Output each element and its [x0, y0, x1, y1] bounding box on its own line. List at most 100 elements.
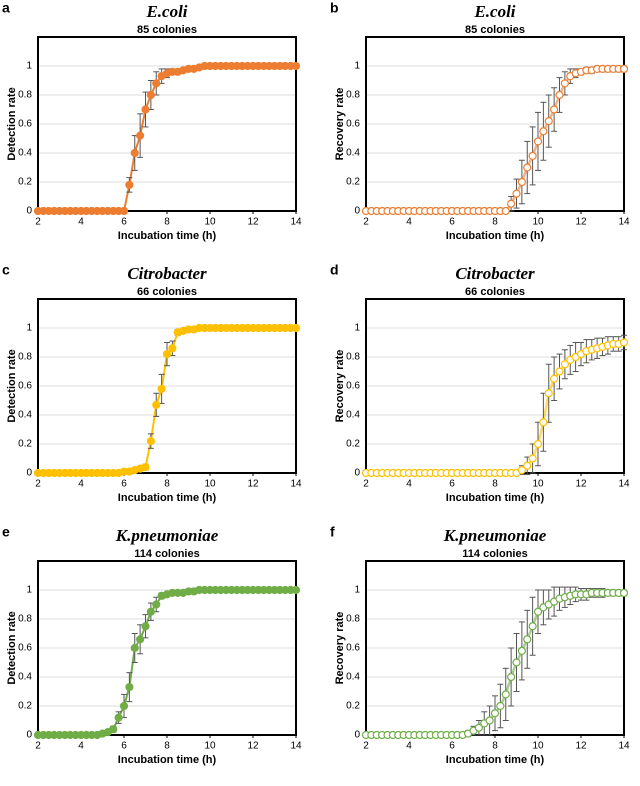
x-tick-label: 14: [618, 741, 630, 752]
marker: [291, 323, 301, 333]
y-axis-label: Detection rate: [6, 349, 18, 422]
x-tick-label: 8: [164, 741, 170, 752]
x-tick-label: 4: [78, 217, 84, 228]
x-tick-label: 6: [449, 741, 455, 752]
panel-label: d: [330, 262, 339, 278]
y-tick-label: 0.6: [18, 381, 32, 392]
y-tick-label: 0.8: [18, 90, 32, 101]
y-tick-label: 0.4: [346, 672, 360, 683]
y-tick-label: 0.8: [346, 90, 360, 101]
y-axis-label: Recovery rate: [334, 88, 346, 161]
panel-label: b: [330, 0, 339, 16]
marker: [157, 384, 166, 394]
x-tick-label: 12: [247, 217, 259, 228]
marker: [512, 658, 521, 667]
marker: [130, 643, 139, 653]
plot-frame: [37, 36, 297, 212]
y-axis-label: Recovery rate: [334, 350, 346, 423]
marker: [130, 148, 139, 158]
x-tick-label: 6: [449, 479, 455, 490]
marker: [114, 713, 123, 722]
marker: [533, 137, 543, 146]
marker: [501, 206, 510, 216]
x-tick-label: 4: [406, 741, 412, 752]
chart-subtitle: 66 colonies: [137, 286, 197, 298]
marker: [136, 635, 145, 644]
y-axis-label: Detection rate: [6, 611, 18, 684]
marker: [555, 90, 564, 100]
x-tick-label: 8: [492, 217, 498, 228]
x-tick-label: 10: [532, 217, 544, 228]
y-tick-label: 0: [26, 730, 32, 741]
marker: [141, 105, 150, 114]
marker: [136, 131, 145, 140]
marker: [550, 105, 559, 114]
panel-label: f: [330, 524, 335, 540]
x-tick-label: 14: [290, 479, 302, 490]
marker: [501, 690, 510, 699]
marker: [533, 607, 543, 616]
y-tick-label: 0.2: [346, 701, 360, 712]
y-tick-label: 0.4: [18, 672, 32, 683]
marker: [119, 206, 129, 216]
y-tick-label: 0.6: [346, 643, 360, 654]
y-tick-label: 0: [354, 730, 360, 741]
x-tick-label: 10: [204, 741, 216, 752]
marker: [109, 725, 118, 734]
x-axis-label: Incubation time (h): [446, 754, 545, 766]
x-tick-label: 6: [121, 741, 127, 752]
x-tick-label: 2: [35, 217, 41, 228]
marker: [517, 177, 526, 187]
marker: [523, 163, 532, 172]
marker: [550, 374, 559, 383]
x-tick-label: 2: [363, 479, 369, 490]
marker: [146, 90, 155, 100]
marker: [539, 127, 548, 136]
chart-title: E.coli: [145, 2, 187, 21]
marker: [517, 466, 526, 475]
x-tick-label: 10: [204, 217, 216, 228]
marker: [119, 701, 129, 711]
marker: [291, 585, 301, 595]
x-tick-label: 6: [121, 479, 127, 490]
marker: [539, 418, 548, 427]
x-tick-label: 8: [492, 741, 498, 752]
x-tick-label: 4: [78, 479, 84, 490]
marker: [507, 672, 516, 682]
y-tick-label: 0: [26, 468, 32, 479]
y-tick-label: 1: [354, 323, 360, 334]
marker: [146, 437, 155, 446]
x-tick-label: 2: [35, 741, 41, 752]
marker: [507, 199, 516, 208]
marker: [291, 61, 301, 71]
y-axis-label: Recovery rate: [334, 612, 346, 685]
x-tick-label: 12: [247, 741, 259, 752]
y-tick-label: 0.6: [18, 119, 32, 130]
marker: [528, 454, 537, 463]
y-tick-label: 1: [354, 61, 360, 72]
chart-title: K.pneumoniae: [115, 526, 219, 545]
chart-title: Citrobacter: [455, 264, 535, 283]
marker: [533, 439, 543, 449]
x-tick-label: 12: [575, 741, 587, 752]
plot-frame: [365, 560, 625, 736]
plot-frame: [37, 560, 297, 736]
y-tick-label: 1: [26, 61, 32, 72]
x-tick-label: 14: [290, 217, 302, 228]
x-tick-label: 12: [575, 217, 587, 228]
marker: [523, 635, 532, 644]
y-tick-label: 0.8: [346, 614, 360, 625]
x-axis-label: Incubation time (h): [446, 230, 545, 242]
marker: [490, 709, 500, 718]
y-tick-label: 0.2: [346, 177, 360, 188]
marker: [619, 588, 629, 598]
y-tick-label: 0.2: [18, 177, 32, 188]
chart-subtitle: 85 colonies: [465, 24, 525, 36]
y-tick-label: 0.6: [346, 381, 360, 392]
x-tick-label: 8: [164, 479, 170, 490]
